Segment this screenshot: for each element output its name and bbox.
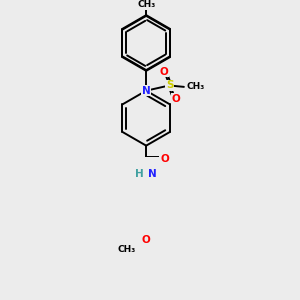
Text: H: H xyxy=(135,169,144,179)
Text: S: S xyxy=(166,80,174,90)
Text: N: N xyxy=(142,86,151,96)
Text: O: O xyxy=(159,67,168,76)
Text: O: O xyxy=(142,235,151,245)
Text: CH₃: CH₃ xyxy=(187,82,205,91)
Text: CH₃: CH₃ xyxy=(137,0,155,9)
Text: O: O xyxy=(172,94,180,104)
Text: N: N xyxy=(148,169,157,179)
Text: O: O xyxy=(160,154,169,164)
Text: CH₃: CH₃ xyxy=(117,245,136,254)
